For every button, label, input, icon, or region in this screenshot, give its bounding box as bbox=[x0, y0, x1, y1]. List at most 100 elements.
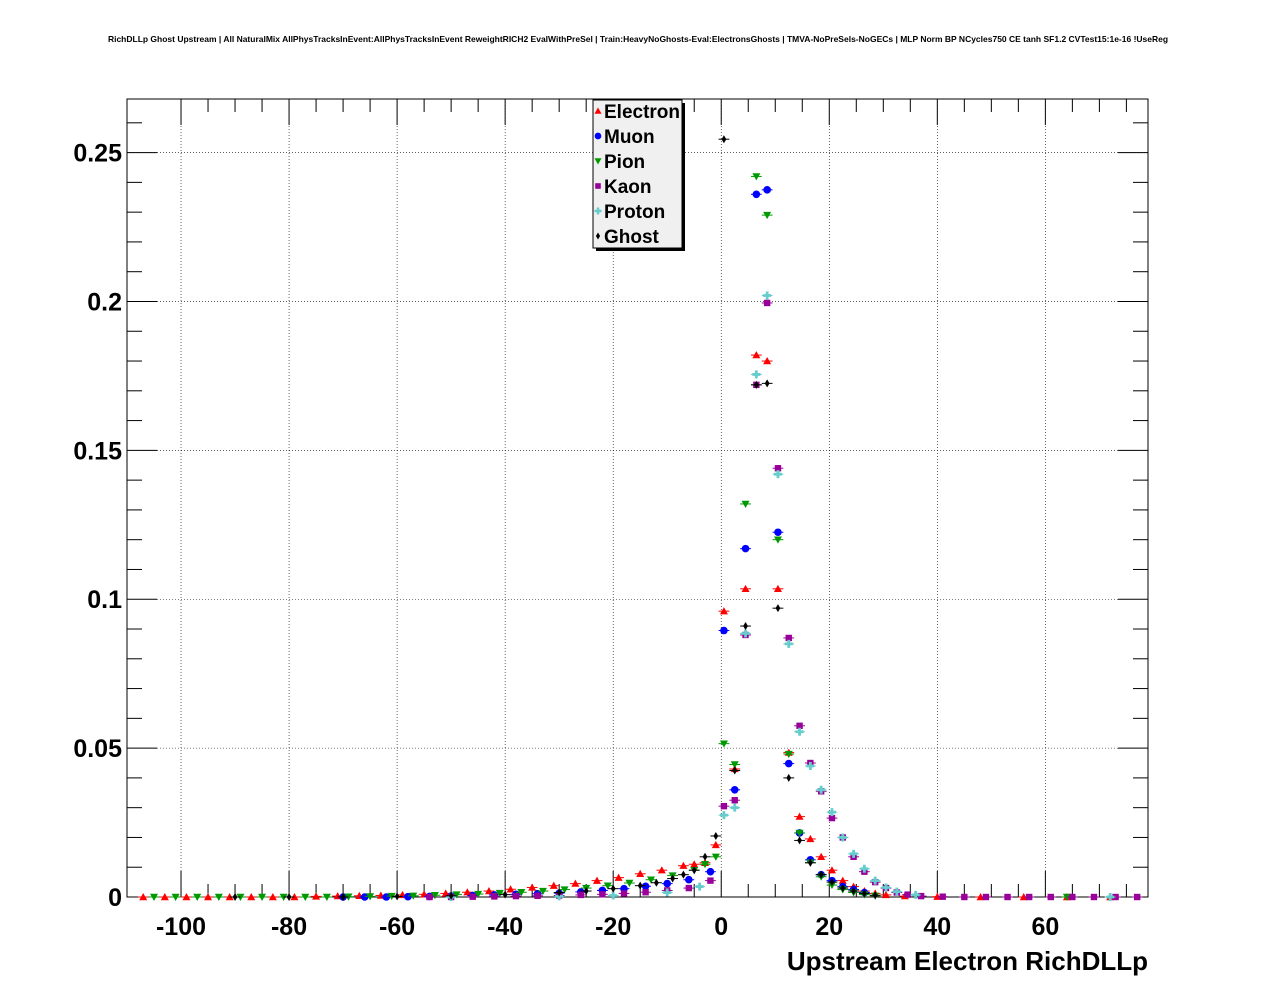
pion-marker bbox=[214, 893, 223, 901]
electron-point bbox=[794, 812, 805, 820]
ghost-point bbox=[858, 889, 870, 898]
pion-point bbox=[494, 889, 506, 898]
proton-marker bbox=[827, 808, 836, 817]
kaon-marker bbox=[917, 892, 925, 900]
proton-point bbox=[729, 803, 741, 812]
ghost-marker bbox=[448, 891, 454, 900]
y-tick-label: 0.2 bbox=[87, 288, 122, 316]
pion-point bbox=[364, 893, 376, 901]
kaon-marker bbox=[1047, 893, 1054, 901]
ghost-marker bbox=[681, 870, 686, 879]
proton-marker bbox=[817, 785, 826, 794]
electron-point bbox=[505, 885, 516, 893]
muon-point bbox=[718, 626, 730, 635]
proton-marker bbox=[849, 849, 858, 858]
proton-point bbox=[750, 370, 762, 379]
proton-marker bbox=[838, 833, 847, 842]
electron-marker bbox=[528, 883, 537, 891]
proton-marker bbox=[752, 370, 761, 379]
pion-marker bbox=[784, 750, 793, 759]
kaon-point bbox=[532, 892, 543, 900]
muon-point bbox=[761, 186, 773, 194]
kaon-marker bbox=[1090, 893, 1098, 901]
proton-marker bbox=[763, 291, 772, 300]
proton-marker bbox=[609, 891, 618, 900]
proton-point bbox=[607, 891, 619, 900]
pion-marker bbox=[625, 879, 634, 888]
frame bbox=[126, 98, 1149, 898]
electron-point bbox=[245, 893, 257, 901]
electron-marker bbox=[657, 866, 666, 874]
kaon-point bbox=[618, 890, 630, 897]
x-tick-label: 40 bbox=[923, 913, 951, 941]
ghost-point bbox=[750, 380, 762, 389]
electron-point bbox=[750, 351, 762, 359]
ghost-point bbox=[651, 878, 662, 887]
electron-marker bbox=[741, 584, 750, 593]
pion-point bbox=[710, 853, 722, 861]
kaon-marker bbox=[904, 891, 911, 898]
kaon-marker bbox=[642, 889, 649, 896]
proton-point bbox=[783, 639, 795, 648]
data-series bbox=[137, 135, 1143, 901]
electron-marker bbox=[506, 885, 515, 893]
muon-point bbox=[772, 528, 784, 537]
electron-marker bbox=[838, 876, 847, 884]
legend-marker-proton bbox=[594, 207, 602, 215]
pion-marker bbox=[538, 887, 547, 896]
pion-point bbox=[645, 876, 657, 884]
ghost-point bbox=[283, 893, 295, 901]
ghost-marker bbox=[743, 622, 748, 631]
electron-marker bbox=[484, 887, 493, 895]
pion-marker bbox=[495, 889, 504, 898]
legend-marker-ghost bbox=[595, 232, 601, 240]
proton-point bbox=[910, 890, 922, 899]
legend-marker-muon bbox=[594, 132, 602, 140]
electron-marker bbox=[312, 892, 321, 900]
ghost-marker bbox=[786, 773, 792, 782]
ghost-marker bbox=[610, 884, 616, 893]
kaon-marker bbox=[731, 797, 738, 804]
kaon-point bbox=[640, 889, 652, 896]
ghost-marker bbox=[713, 831, 719, 840]
pion-point bbox=[761, 211, 773, 220]
pion-marker bbox=[322, 893, 331, 901]
electron-marker bbox=[636, 869, 645, 877]
ghost-marker bbox=[829, 878, 835, 887]
electron-marker bbox=[463, 888, 472, 896]
muon-point bbox=[729, 786, 741, 794]
ghost-marker bbox=[691, 866, 697, 875]
ghost-marker bbox=[637, 881, 643, 890]
muon-marker bbox=[382, 893, 391, 901]
legend-label-kaon: Kaon bbox=[604, 177, 652, 198]
kaon-marker bbox=[1069, 893, 1076, 901]
kaon-marker bbox=[774, 465, 782, 472]
series-ghost bbox=[229, 135, 881, 901]
proton-marker bbox=[741, 629, 750, 638]
ghost-point bbox=[815, 870, 827, 879]
ghost-marker bbox=[502, 890, 508, 899]
ghost-marker bbox=[232, 893, 238, 901]
muon-marker bbox=[641, 882, 650, 891]
electron-point bbox=[837, 876, 849, 884]
proton-marker bbox=[663, 888, 672, 897]
pion-point bbox=[718, 740, 730, 748]
electron-point bbox=[880, 890, 892, 899]
legend-label-electron: Electron bbox=[604, 102, 680, 123]
pion-marker bbox=[711, 853, 720, 861]
kaon-point bbox=[510, 892, 522, 900]
ghost-marker bbox=[654, 878, 659, 887]
electron-point bbox=[569, 879, 581, 887]
electron-point bbox=[181, 893, 192, 901]
electron-marker bbox=[679, 861, 688, 869]
muon-point bbox=[661, 879, 673, 888]
pion-marker bbox=[474, 890, 483, 899]
pion-marker bbox=[430, 892, 439, 900]
muon-point bbox=[402, 892, 414, 901]
electron-point bbox=[804, 834, 816, 843]
pion-point bbox=[783, 750, 795, 759]
pion-marker bbox=[603, 882, 612, 890]
kaon-marker bbox=[785, 634, 792, 642]
ghost-point bbox=[869, 891, 881, 900]
series-electron bbox=[137, 351, 1116, 901]
